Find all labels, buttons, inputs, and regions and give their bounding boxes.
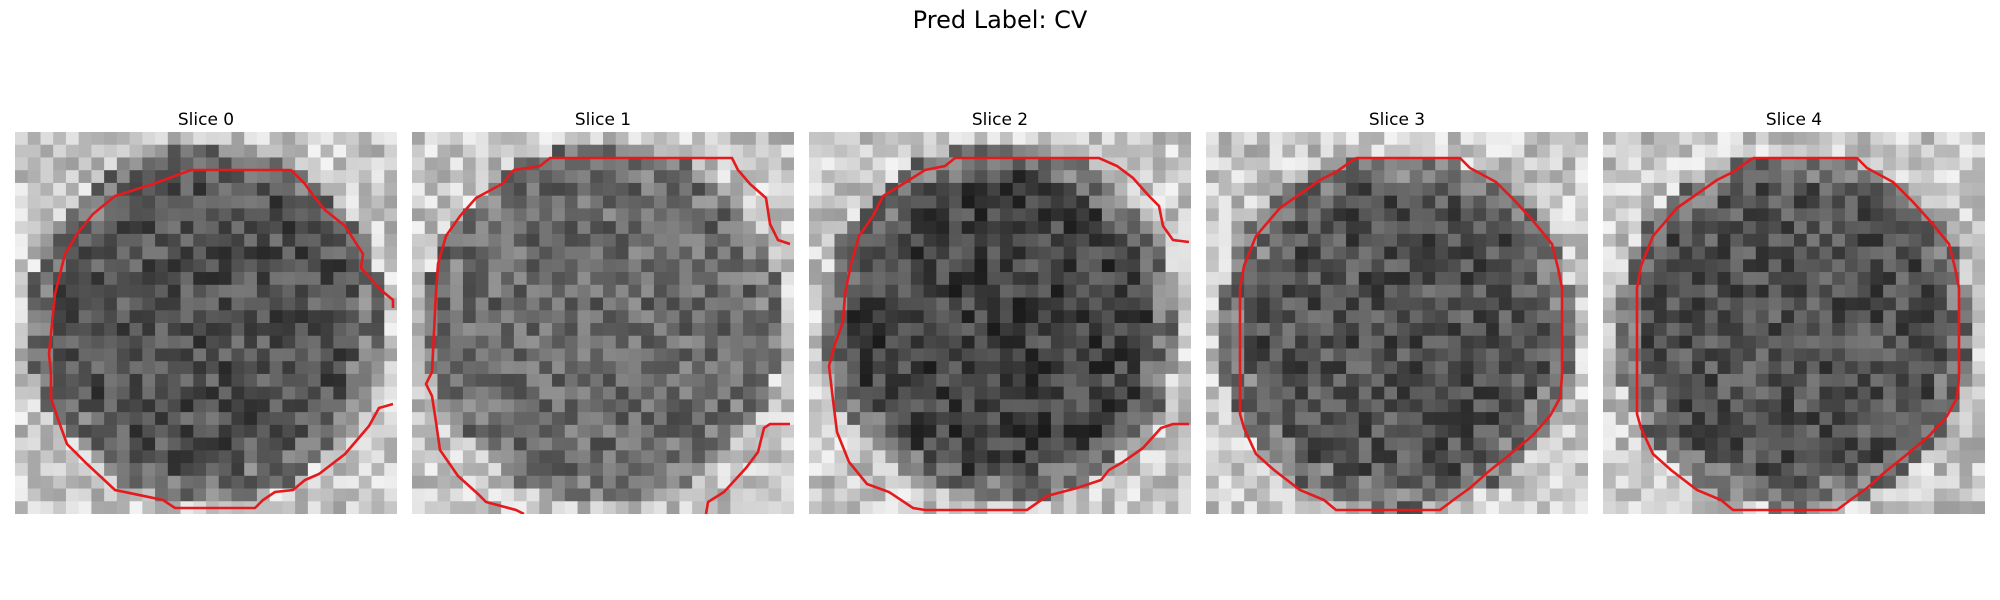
slice-title-0: Slice 0 <box>177 110 235 130</box>
slice-image-0 <box>15 132 397 514</box>
slice-panel-0: Slice 0 <box>15 108 397 514</box>
contour-0 <box>191 168 395 308</box>
figure-title: Pred Label: CV <box>912 6 1088 34</box>
contour-3 <box>1238 156 1564 512</box>
contour-4 <box>1635 156 1961 512</box>
slice-image-3 <box>1206 132 1588 514</box>
slice-panel-4: Slice 4 <box>1603 108 1985 514</box>
slice-image-1 <box>412 132 794 514</box>
slice-title-4: Slice 4 <box>1765 110 1823 130</box>
slice-title-2: Slice 2 <box>971 110 1029 130</box>
contour-1 <box>424 156 791 514</box>
slice-title-3: Slice 3 <box>1368 110 1426 130</box>
slice-image-2 <box>809 132 1191 514</box>
contour-1b <box>704 422 790 514</box>
slice-title-1: Slice 1 <box>574 110 632 130</box>
slice-panel-1: Slice 1 <box>412 108 794 514</box>
slice-panel-2: Slice 2 <box>809 108 1191 514</box>
contour-0b <box>47 168 394 510</box>
slice-panel-3: Slice 3 <box>1206 108 1588 514</box>
contour-2 <box>827 156 1190 512</box>
slice-image-4 <box>1603 132 1985 514</box>
